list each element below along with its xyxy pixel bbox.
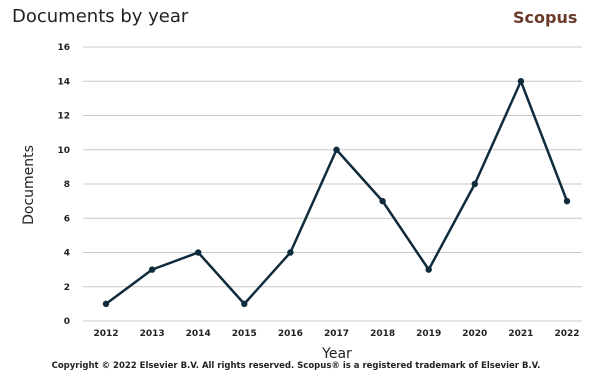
x-tick-label: 2015 <box>232 329 257 339</box>
data-point <box>241 300 248 308</box>
series-line <box>105 80 569 306</box>
chart-title: Documents by year <box>12 6 189 27</box>
data-point <box>425 266 432 273</box>
x-tick-label: 2019 <box>416 329 441 339</box>
x-tick-label: 2012 <box>93 329 118 339</box>
y-tick-label: 0 <box>64 317 70 327</box>
grid-lines <box>83 46 582 322</box>
y-tick-label: 4 <box>64 249 70 259</box>
data-point <box>287 249 294 256</box>
x-axis-label: Year <box>321 346 352 362</box>
x-tick-label: 2017 <box>324 329 349 339</box>
y-axis-ticks: 0 2 4 6 8 10 12 14 16 <box>57 43 70 327</box>
x-tick-label: 2016 <box>278 329 303 339</box>
data-point <box>333 146 340 153</box>
scopus-brand: Scopus <box>513 8 578 27</box>
data-point <box>471 180 478 188</box>
y-tick-label: 2 <box>64 283 70 293</box>
y-tick-label: 8 <box>64 180 70 190</box>
x-tick-label: 2022 <box>554 329 579 339</box>
y-tick-label: 10 <box>57 146 70 156</box>
data-point <box>563 197 571 205</box>
y-tick-label: 12 <box>57 112 70 122</box>
x-tick-label: 2018 <box>370 329 395 339</box>
y-tick-label: 14 <box>57 77 70 87</box>
y-tick-label: 16 <box>57 43 70 53</box>
data-point <box>102 300 110 308</box>
x-tick-label: 2021 <box>508 329 533 339</box>
data-point <box>517 78 525 85</box>
copyright-notice: Copyright © 2022 Elsevier B.V. All right… <box>51 361 541 371</box>
y-tick-label: 6 <box>64 214 70 224</box>
x-tick-label: 2020 <box>462 329 487 339</box>
series-documents <box>102 78 571 308</box>
data-point <box>195 249 202 256</box>
data-point <box>148 266 156 273</box>
x-tick-label: 2014 <box>186 329 211 339</box>
x-tick-label: 2013 <box>140 329 165 339</box>
y-axis-label: Documents <box>21 145 37 225</box>
x-axis-ticks: 2012 2013 2014 2015 2016 2017 2018 2019 2020 2021… <box>93 329 579 339</box>
data-point <box>379 197 386 205</box>
